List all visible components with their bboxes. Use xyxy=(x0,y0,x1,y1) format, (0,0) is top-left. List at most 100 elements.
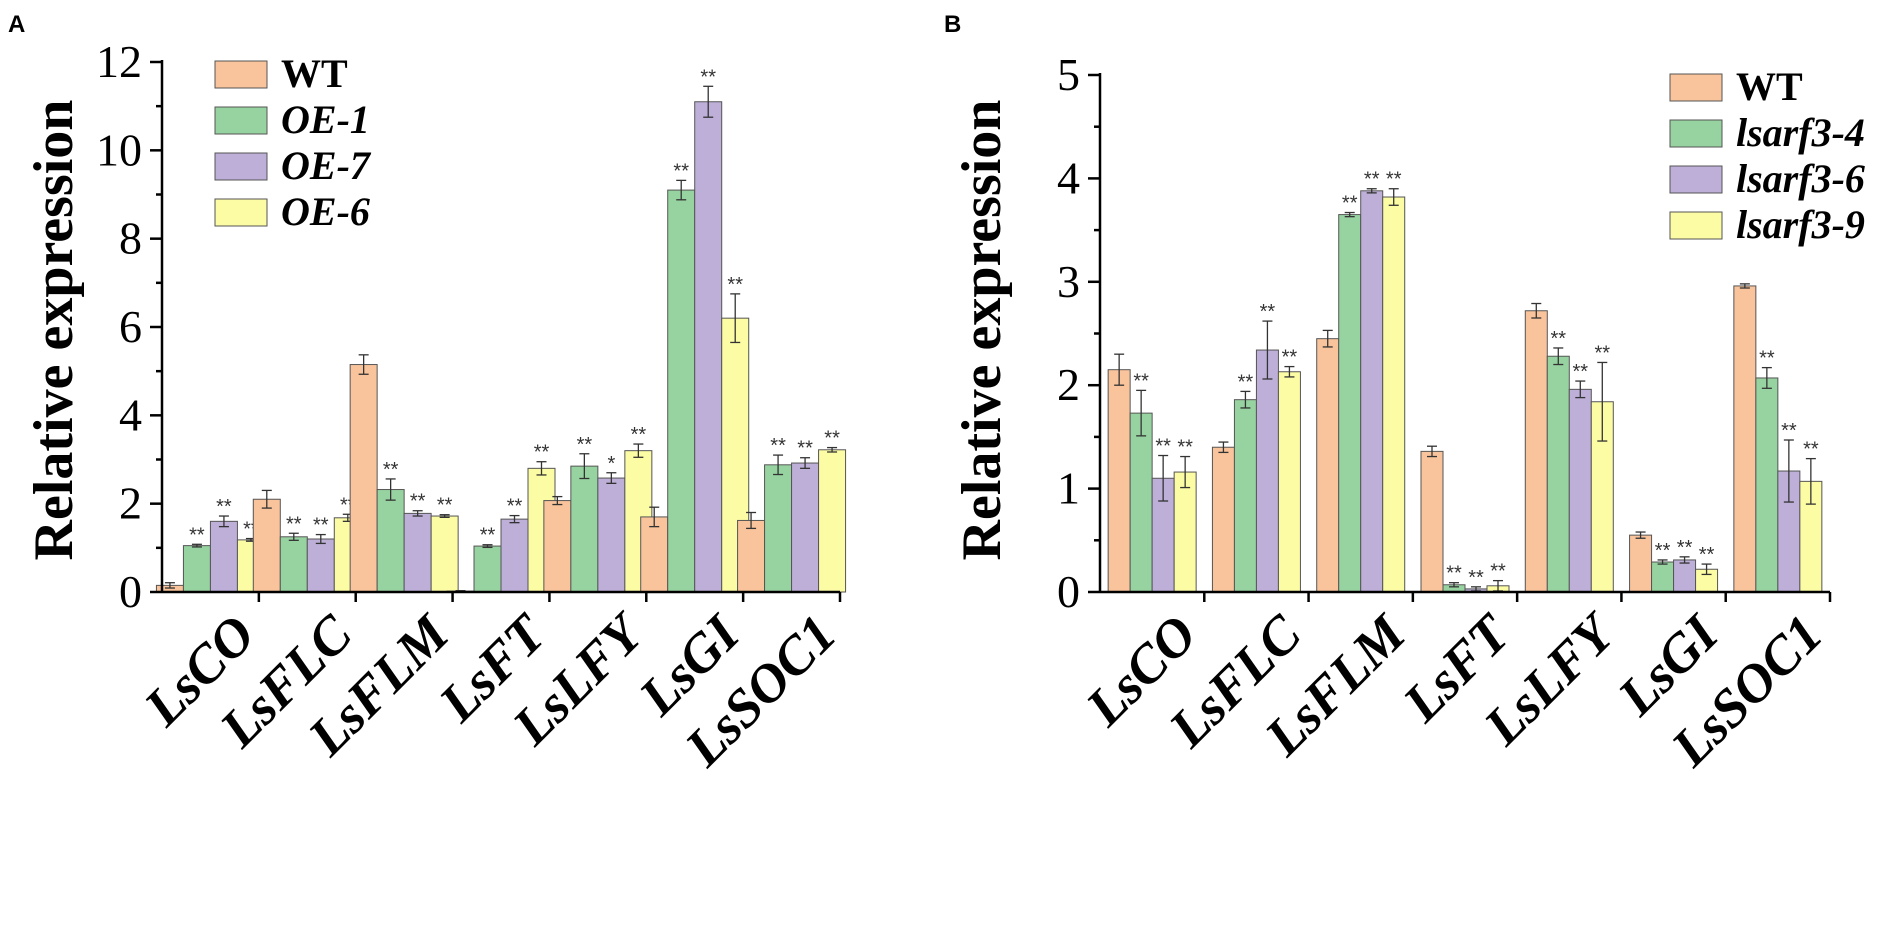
panel-a-y-axis-label: Relative expression xyxy=(23,100,85,561)
panel-a-errorbar-LsLFY-OE-7 xyxy=(606,472,617,485)
panel-a-y-tick-label: 8 xyxy=(119,213,142,264)
panel-b-bar-LsGI-lsarf3-6 xyxy=(1673,559,1697,593)
panel-b-axes xyxy=(1098,73,1830,594)
panel-b-bar-LsGI-lsarf3-4 xyxy=(1651,561,1675,593)
panel-a-sig-label-LsFLC-OE-1: ** xyxy=(286,513,302,535)
panel-b-legend-label-lsarf3-9: lsarf3-9 xyxy=(1736,202,1865,247)
panel-b-y-tick-label: 1 xyxy=(1057,463,1080,514)
panel-a-bar-LsSOC1-OE-7 xyxy=(791,462,820,593)
panel-a-sig-label-LsFT-OE-1: ** xyxy=(480,525,496,547)
panel-b-y-tick-label: 2 xyxy=(1057,359,1080,410)
panel-a-legend-swatch-OE-1 xyxy=(214,106,268,135)
panel-a-y-tick-label: 0 xyxy=(119,566,142,617)
panel-a-letter: A xyxy=(8,11,25,38)
panel-b-sig-label-LsLFY-lsarf3-6: ** xyxy=(1572,361,1588,383)
panel-b-sig-label-LsGI-lsarf3-6: ** xyxy=(1677,537,1693,559)
panel-b-legend-swatch-lsarf3-9 xyxy=(1669,211,1723,240)
panel-a-sig-label-LsFLM-OE-7: ** xyxy=(410,491,426,513)
panel-b-sig-label-LsLFY-lsarf3-9: ** xyxy=(1594,342,1610,364)
panel-a-y-tick-label: 2 xyxy=(119,478,142,529)
panel-b-sig-label-LsCO-lsarf3-9: ** xyxy=(1177,437,1193,459)
panel-a-sig-label-LsSOC1-OE-1: ** xyxy=(770,435,786,457)
panel-b-sig-label-LsFT-lsarf3-6: ** xyxy=(1468,567,1484,589)
panel-b-errorbar-LsSOC1-lsarf3-9 xyxy=(1805,457,1816,505)
panel-a-bar-LsFT-OE-1 xyxy=(473,545,502,593)
panel-b-bar-LsLFY-lsarf3-6 xyxy=(1568,388,1592,593)
panel-a-bar-LsFLM-WT xyxy=(349,364,378,593)
panel-b-sig-label-LsCO-lsarf3-6: ** xyxy=(1155,436,1171,458)
panel-a-errorbar-LsGI-OE-1 xyxy=(676,179,687,201)
panel-b-bar-LsSOC1-WT xyxy=(1733,285,1757,593)
panel-a-sig-label-LsLFY-OE-6: ** xyxy=(631,424,647,446)
panel-b-y-tick-label: 0 xyxy=(1057,566,1080,617)
panel-b-errorbar-LsCO-lsarf3-4 xyxy=(1136,389,1147,437)
panel-b-errorbar-LsFLM-lsarf3-6 xyxy=(1366,188,1377,194)
panel-a-errorbar-LsLFY-OE-6 xyxy=(633,443,644,458)
panel-b-sig-label-LsFT-lsarf3-9: ** xyxy=(1490,561,1506,583)
panel-a-errorbar-LsLFY-OE-1 xyxy=(579,453,590,480)
panel-a-legend-label-OE-6: OE-6 xyxy=(281,189,370,234)
panel-b-errorbar-LsLFY-lsarf3-6 xyxy=(1575,380,1586,399)
panel-b-letter: B xyxy=(944,11,961,38)
panel-b-errorbar-LsFLC-lsarf3-9 xyxy=(1284,365,1295,378)
panel-a-sig-label-LsFT-OE-7: ** xyxy=(507,496,523,518)
panel-a-errorbar-LsFLM-WT xyxy=(358,354,369,375)
panel-a-errorbar-LsCO-OE-1 xyxy=(191,543,202,548)
panel-b-errorbar-LsGI-lsarf3-6 xyxy=(1679,556,1690,564)
panel-a-sig-label-LsLFY-OE-1: ** xyxy=(577,434,593,456)
panel-a-sig-label-LsFLM-OE-1: ** xyxy=(383,459,399,481)
panel-a-sig-label-LsFT-OE-6: ** xyxy=(534,442,550,464)
panel-b-bar-LsFLM-lsarf3-9 xyxy=(1382,196,1406,593)
panel-b-sig-label-LsFLC-lsarf3-4: ** xyxy=(1238,371,1254,393)
panel-b-errorbar-LsFLC-lsarf3-6 xyxy=(1262,320,1273,380)
panel-b-errorbar-LsCO-lsarf3-6 xyxy=(1158,454,1169,502)
panel-a: A Relative expression ****** ** ******** **… xyxy=(8,11,848,778)
panel-b-bar-LsLFY-WT xyxy=(1524,310,1548,593)
panel-b-errorbar-LsLFY-lsarf3-4 xyxy=(1553,347,1564,366)
panel-b-bar-LsFLM-lsarf3-6 xyxy=(1360,190,1384,593)
panel-a-errorbar-LsCO-OE-7 xyxy=(218,515,229,528)
panel-a-bar-LsFLM-OE-7 xyxy=(403,512,432,593)
panel-a-bar-LsLFY-OE-1 xyxy=(570,465,599,593)
panel-b-errorbar-LsSOC1-WT xyxy=(1739,283,1750,289)
panel-a-errorbar-LsGI-OE-7 xyxy=(703,85,714,118)
panel-b-errorbar-LsFLC-WT xyxy=(1218,441,1229,454)
panel-b-bar-LsCO-lsarf3-9 xyxy=(1173,471,1197,593)
panel-b-bar-LsCO-WT xyxy=(1107,369,1131,593)
panel-a-bar-LsFLC-WT xyxy=(252,498,281,593)
panel-b-bar-LsFT-WT xyxy=(1420,450,1444,593)
panel-b-sig-label-LsCO-lsarf3-4: ** xyxy=(1133,370,1149,392)
panel-a-errorbar-LsFLM-OE-1 xyxy=(385,478,396,501)
panel-a-bar-LsCO-OE-1 xyxy=(182,545,211,593)
panel-b-legend-swatch-WT xyxy=(1669,73,1723,102)
panel-a-bars: ****** ** ******** ******** ************* ** *… xyxy=(155,66,847,593)
panel-a-sig-label-LsFLM-OE-6: ** xyxy=(437,495,453,517)
panel-a-bar-LsSOC1-WT xyxy=(737,519,766,593)
panel-a-y-tick-label: 6 xyxy=(119,301,142,352)
panel-b-bar-LsLFY-lsarf3-4 xyxy=(1546,355,1570,593)
panel-a-errorbar-LsCO-WT xyxy=(164,582,175,589)
panel-a-errorbar-LsSOC1-OE-7 xyxy=(800,457,811,469)
panel-a-bar-LsFLM-OE-6 xyxy=(430,515,459,593)
panel-a-errorbar-LsFT-OE-7 xyxy=(509,514,520,524)
panel-b-errorbar-LsSOC1-lsarf3-6 xyxy=(1783,439,1794,503)
panel-b-errorbar-LsFT-WT xyxy=(1427,445,1437,458)
panel-b-sig-label-LsSOC1-lsarf3-6: ** xyxy=(1781,420,1797,442)
panel-b-legend-swatch-lsarf3-6 xyxy=(1669,165,1723,194)
panel-b-errorbar-LsFLM-WT xyxy=(1322,329,1333,348)
panel-a-y-tick-label: 12 xyxy=(96,36,142,87)
panel-a-sig-label-LsCO-OE-7: ** xyxy=(216,496,232,518)
panel-a-legend-swatch-OE-7 xyxy=(214,152,268,181)
panel-b-y-tick-label: 5 xyxy=(1057,49,1080,100)
panel-a-bar-LsFLM-OE-1 xyxy=(376,489,405,593)
panel-a-errorbar-LsFLM-OE-6 xyxy=(439,514,450,519)
panel-a-legend-swatch-WT xyxy=(214,60,268,89)
panel-b-bar-LsFLM-lsarf3-4 xyxy=(1338,214,1362,593)
panel-b-bar-LsFLC-WT xyxy=(1211,446,1235,593)
panel-a-errorbar-LsFLC-WT xyxy=(261,489,272,509)
panel-b-y-tick-label: 4 xyxy=(1057,152,1080,203)
panel-b-errorbar-LsFLM-lsarf3-4 xyxy=(1344,211,1355,218)
panel-a-sig-label-LsLFY-OE-7: * xyxy=(607,453,615,475)
